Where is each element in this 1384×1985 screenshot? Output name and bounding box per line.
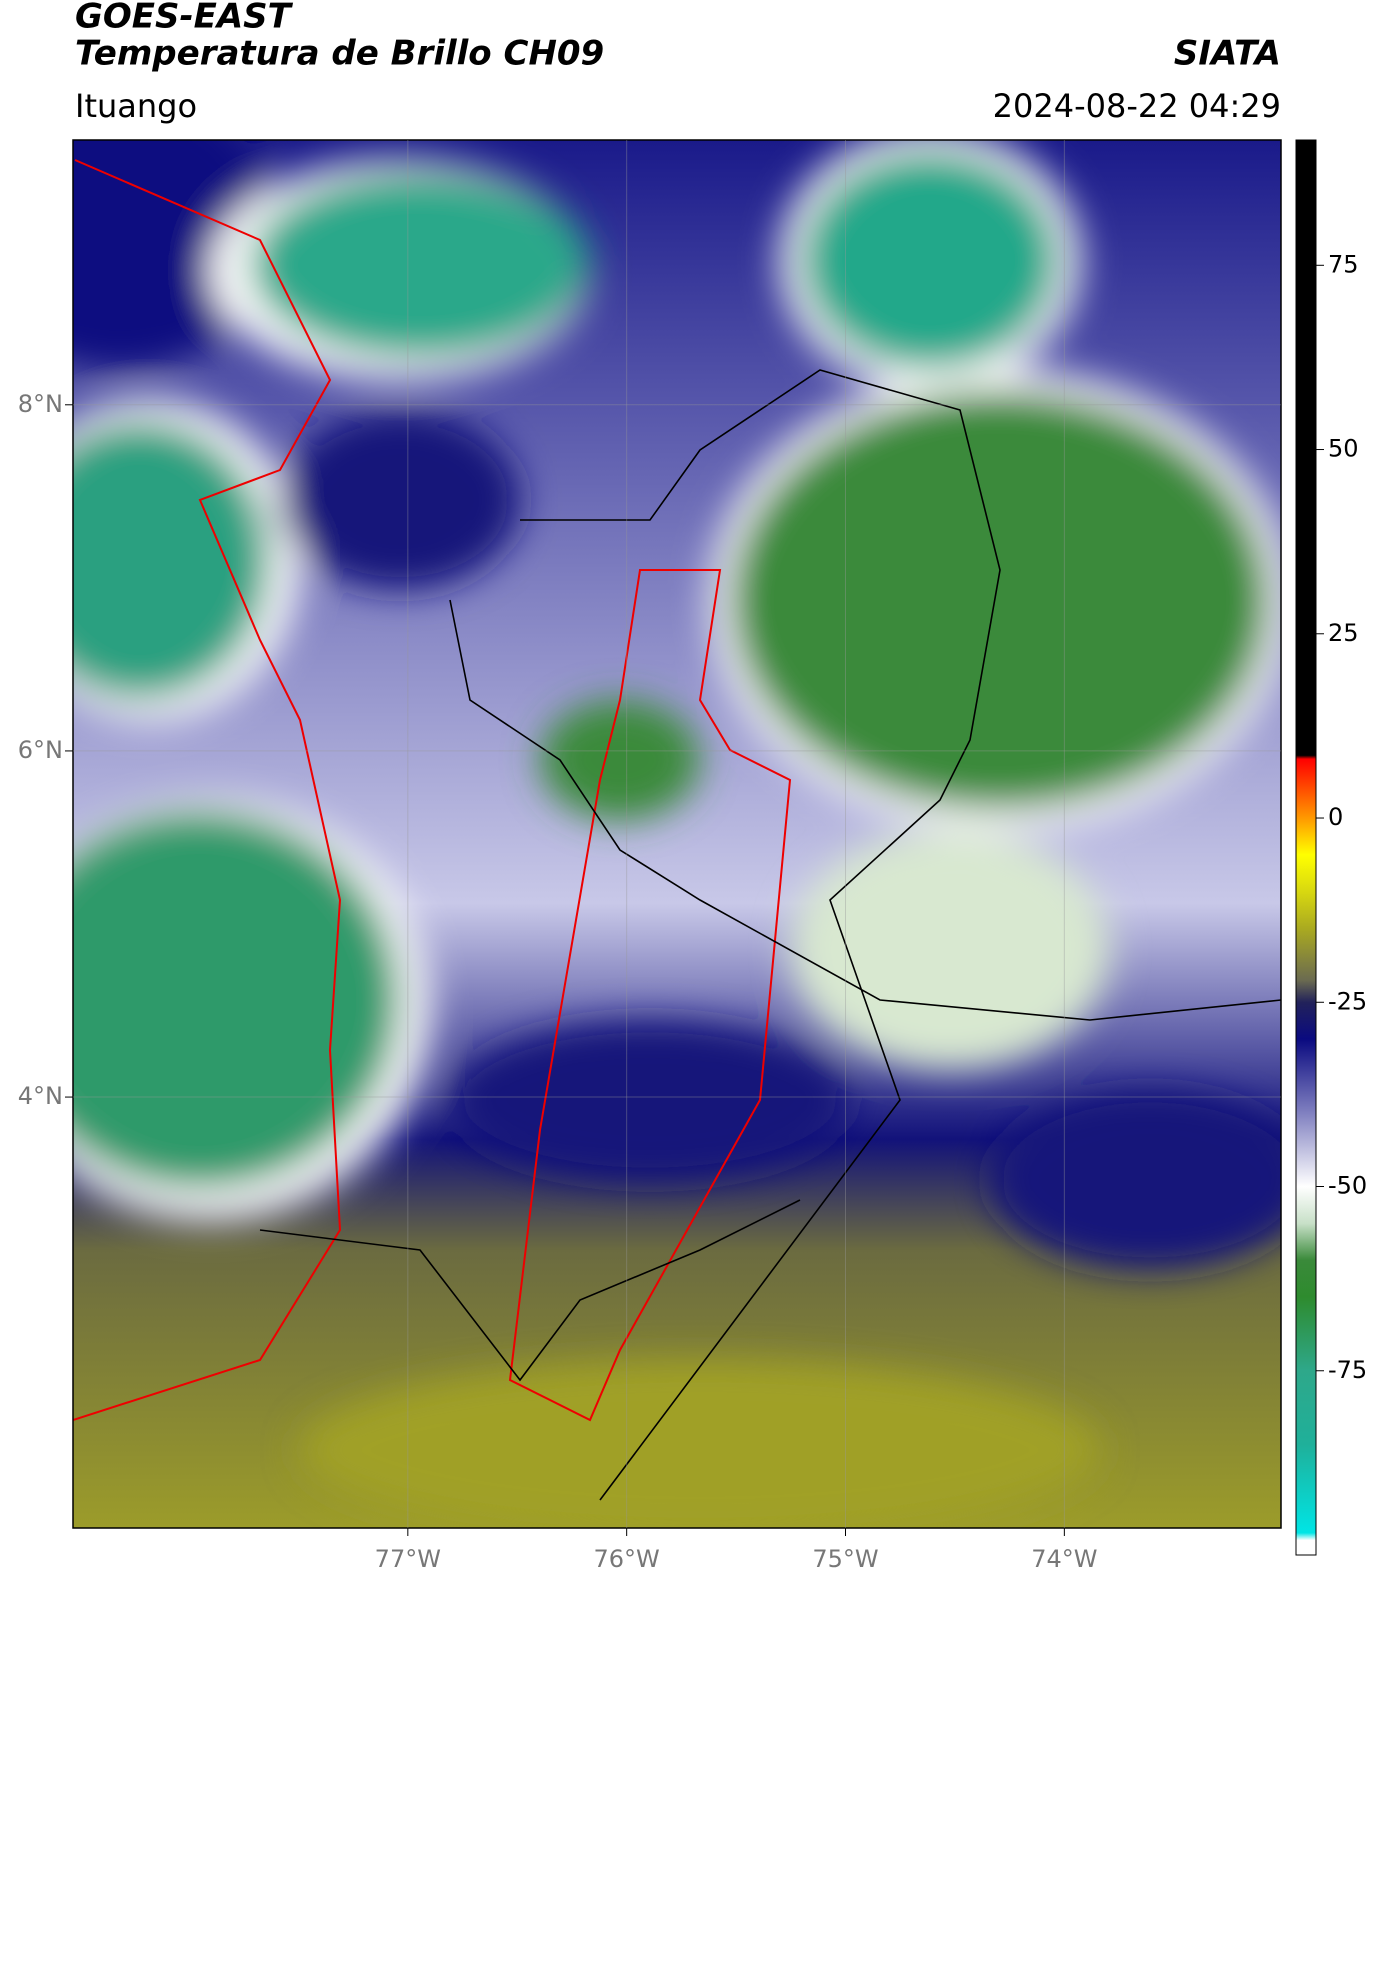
- y-tick-label: 6°N: [18, 736, 63, 764]
- y-tick-label: 4°N: [18, 1082, 63, 1110]
- colorbar-tick-label: 50: [1328, 435, 1359, 463]
- satellite-image: [73, 140, 1281, 1528]
- colorbar-tick-label: -75: [1328, 1356, 1367, 1384]
- agency: SIATA: [1174, 34, 1281, 74]
- colorbar-tick-label: -25: [1328, 987, 1367, 1015]
- x-tick-label: 74°W: [1031, 1545, 1097, 1573]
- colorbar: [1295, 139, 1317, 1556]
- colorbar-tick-label: 0: [1328, 803, 1343, 831]
- y-tick-label: 8°N: [18, 390, 63, 418]
- x-tick-label: 75°W: [812, 1545, 878, 1573]
- map-frame: [72, 139, 1282, 1529]
- title: GOES-EAST: [75, 0, 294, 37]
- datetime: 2024-08-22 04:29: [993, 87, 1281, 125]
- location: Ituango: [75, 87, 197, 125]
- colorbar-tick-label: -50: [1328, 1172, 1367, 1200]
- x-tick-label: 76°W: [594, 1545, 660, 1573]
- subtitle: Temperatura de Brillo CH09: [75, 34, 604, 74]
- colorbar-tick-label: 25: [1328, 619, 1359, 647]
- colorbar-tick-label: 75: [1328, 250, 1359, 278]
- x-tick-label: 77°W: [375, 1545, 441, 1573]
